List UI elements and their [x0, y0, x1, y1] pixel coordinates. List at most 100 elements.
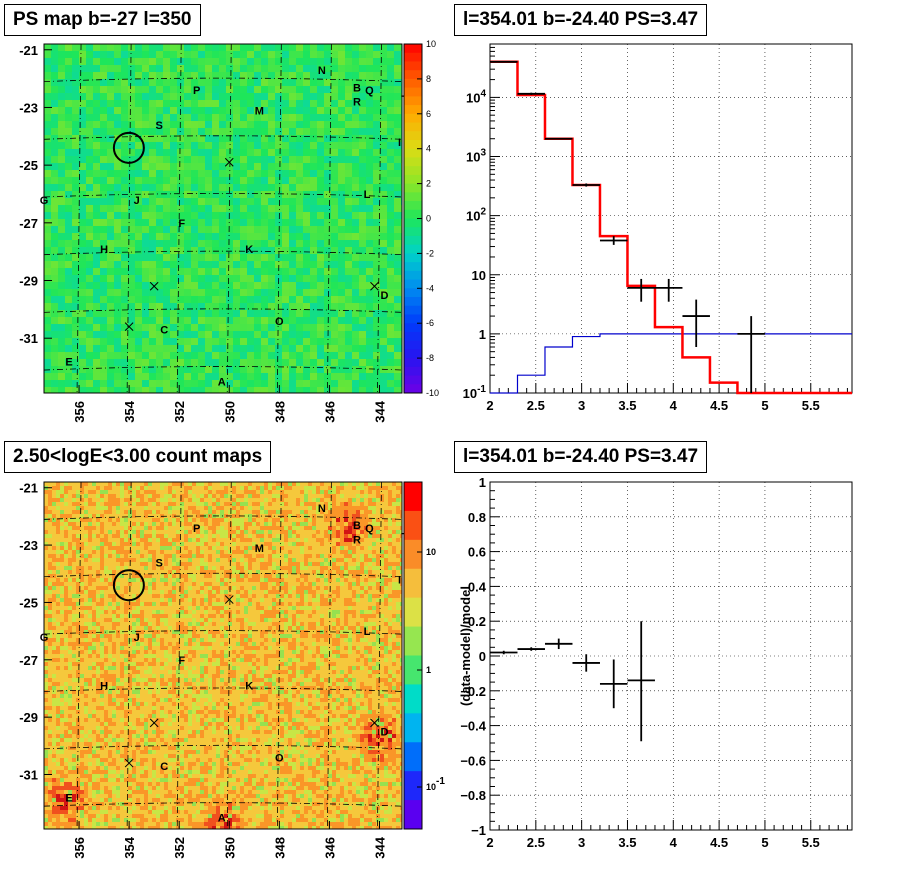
x-tick-label: 350 [222, 837, 237, 859]
colorbar-cell [404, 44, 422, 54]
graticule-meridian [176, 43, 182, 394]
colorbar-cell [404, 122, 422, 132]
source-label: K [245, 244, 253, 256]
residual-grid [490, 482, 852, 830]
colorbar-cell [404, 349, 422, 359]
map-frame [43, 481, 403, 830]
heatmap-pixels [44, 482, 402, 829]
x-tick-label: 352 [172, 837, 187, 859]
colorbar-label: -6 [426, 318, 434, 328]
colorbar-cell [404, 297, 422, 307]
cross-marker [370, 281, 379, 291]
colorbar-cell [404, 323, 422, 333]
colorbar-cell [404, 568, 422, 599]
x-tick-label: 346 [322, 401, 337, 423]
source-label: M [255, 105, 264, 117]
x-tick-label: 4 [670, 398, 678, 413]
y-tick-label: −0.6 [460, 753, 486, 768]
source-label: G [40, 195, 49, 207]
cross-marker [124, 758, 134, 768]
x-tick-label: 3 [578, 835, 585, 850]
x-tick-label: 2.5 [527, 835, 545, 850]
x-tick-label: 3.5 [618, 835, 636, 850]
colorbar-cell [404, 253, 422, 263]
colorbar-cell [404, 96, 422, 106]
map-frame [43, 43, 403, 394]
y-tick-label: −0.2 [460, 684, 486, 699]
source-label: Q [365, 523, 374, 535]
colorbar-cell [404, 742, 422, 772]
source-label: A [218, 376, 226, 388]
x-tick-label: 2 [486, 835, 493, 850]
colorbar-cell [404, 183, 422, 193]
source-label: A [218, 813, 226, 825]
heatmap-pixels [44, 44, 402, 393]
source-label: J [134, 195, 140, 207]
x-tick-label: 350 [222, 401, 237, 423]
y-tick-label: −0.4 [460, 719, 486, 734]
colorbar-cell [404, 771, 422, 801]
selected-source-circle [112, 131, 145, 164]
colorbar-cell [404, 70, 422, 80]
colorbar-cell [404, 244, 422, 254]
colorbar-cell [404, 384, 422, 394]
colorbar-cell [404, 52, 422, 62]
ps-map-title: PS map b=-27 l=350 [4, 4, 201, 36]
graticule-meridian [126, 481, 132, 830]
graticule-meridian [76, 43, 82, 394]
y-tick-label: -25 [19, 595, 38, 610]
colorbar-cell [404, 201, 422, 211]
y-tick-label: -31 [19, 331, 38, 346]
source-label: E [65, 356, 72, 368]
colorbar-label: 6 [426, 109, 431, 119]
colorbar-label: 0 [426, 214, 431, 224]
source-label: B [353, 82, 361, 94]
map-graticule [43, 43, 403, 394]
colorbar-cell [404, 288, 422, 298]
y-tick-label: 10-1 [463, 384, 487, 401]
y-tick-label: −0.8 [460, 788, 486, 803]
source-label: R [353, 534, 361, 546]
x-tick-label: 3.5 [618, 398, 636, 413]
source-label: F [178, 655, 185, 667]
x-tick-label: 4 [670, 835, 678, 850]
y-tick-label: -21 [19, 481, 38, 496]
y-tick-label: -27 [19, 653, 38, 668]
total-model-histogram [490, 60, 852, 395]
source-label: S [155, 120, 162, 132]
y-tick-label: 1 [479, 475, 486, 490]
source-label: Q [365, 85, 374, 97]
y-tick-label: -31 [19, 768, 38, 783]
graticule-meridian [276, 43, 282, 394]
colorbar-label: 8 [426, 74, 431, 84]
graticule-meridian [126, 43, 132, 394]
colorbar-cell [404, 279, 422, 289]
x-tick-label: 348 [272, 401, 287, 423]
graticule-meridian [226, 43, 232, 394]
source-label: N [318, 503, 326, 515]
y-tick-label: 103 [466, 148, 486, 165]
colorbar-cell [404, 331, 422, 342]
y-tick-label: 0.2 [468, 614, 486, 629]
graticule-meridian [326, 43, 332, 394]
spectrum-panel: 10-1 1 10 102 103 104 2 2.5 3 3.5 4 4.5 5 5.5 [463, 43, 853, 413]
colorbar-cell [404, 174, 422, 185]
colorbar-cell [404, 166, 422, 176]
source-label: O [275, 316, 284, 328]
y-tick-label: 104 [466, 88, 486, 105]
cross-marker [149, 281, 159, 291]
source-label: I [398, 137, 401, 149]
cross-marker [224, 595, 234, 604]
background-model-histogram [490, 333, 852, 394]
graticule-meridian [377, 43, 382, 394]
colorbar-cell [404, 157, 422, 167]
colorbar-cell [404, 366, 422, 377]
colorbar-label: 10-1 [426, 776, 445, 792]
colorbar-cell [404, 314, 422, 324]
source-label: C [160, 325, 168, 337]
colorbar-cell [404, 270, 422, 281]
x-tick-label: 2.5 [527, 398, 545, 413]
x-tick-label: 4.5 [710, 835, 728, 850]
x-tick-label: 3 [578, 398, 585, 413]
y-tick-label: -21 [19, 43, 38, 58]
